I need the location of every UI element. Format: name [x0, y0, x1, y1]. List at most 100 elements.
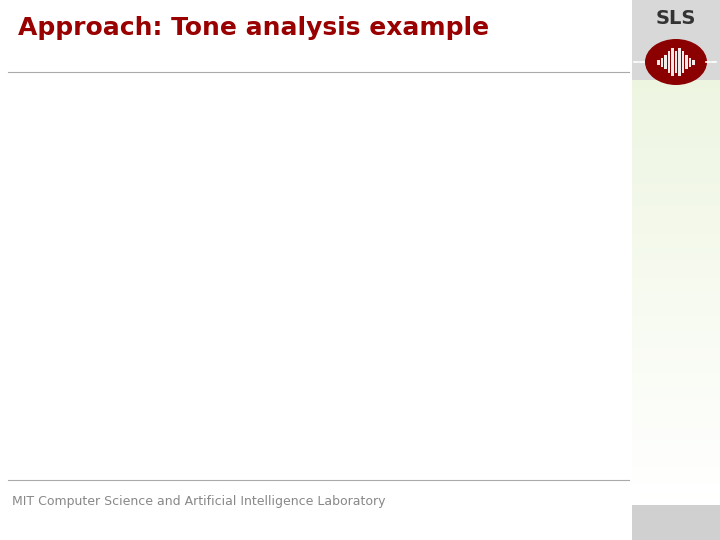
- Bar: [632, 380, 720, 382]
- Bar: [632, 359, 720, 361]
- Bar: [632, 261, 720, 263]
- Bar: [632, 377, 720, 379]
- Bar: [632, 237, 720, 239]
- Bar: [632, 286, 720, 288]
- Bar: [632, 372, 720, 373]
- Bar: [632, 167, 720, 169]
- Bar: [632, 147, 720, 150]
- Bar: [632, 346, 720, 348]
- Bar: [632, 284, 720, 286]
- Bar: [632, 170, 720, 172]
- Bar: [632, 183, 720, 185]
- Bar: [632, 227, 720, 229]
- Bar: [632, 271, 720, 273]
- Bar: [632, 340, 720, 342]
- Bar: [632, 357, 720, 359]
- Bar: [632, 322, 720, 323]
- Bar: [632, 138, 720, 139]
- Bar: [632, 194, 720, 196]
- Bar: [632, 339, 720, 341]
- Bar: [632, 184, 720, 186]
- Bar: [632, 153, 720, 155]
- Bar: [632, 120, 720, 123]
- Bar: [632, 374, 720, 376]
- Bar: [632, 447, 720, 448]
- Bar: [632, 136, 720, 138]
- Bar: [632, 381, 720, 383]
- Bar: [632, 421, 720, 423]
- Bar: [632, 386, 720, 387]
- Bar: [632, 259, 720, 261]
- Bar: [632, 431, 720, 433]
- Bar: [632, 429, 720, 431]
- Bar: [632, 312, 720, 314]
- Bar: [632, 221, 720, 223]
- Bar: [632, 139, 720, 141]
- Bar: [632, 463, 720, 465]
- Bar: [632, 325, 720, 327]
- Bar: [632, 115, 720, 117]
- Bar: [693, 59, 695, 64]
- Bar: [632, 476, 720, 478]
- Bar: [632, 485, 720, 487]
- Bar: [632, 242, 720, 244]
- Bar: [632, 112, 720, 114]
- Bar: [632, 443, 720, 446]
- Bar: [632, 469, 720, 471]
- Bar: [632, 441, 720, 443]
- Text: SLS: SLS: [656, 9, 696, 28]
- Bar: [632, 409, 720, 411]
- Bar: [632, 354, 720, 356]
- Bar: [632, 116, 720, 118]
- Bar: [632, 228, 720, 230]
- Bar: [657, 59, 660, 64]
- Bar: [632, 95, 720, 97]
- Bar: [632, 347, 720, 349]
- Bar: [632, 180, 720, 182]
- Bar: [632, 197, 720, 199]
- Bar: [632, 489, 720, 491]
- Bar: [632, 293, 720, 295]
- Bar: [632, 449, 720, 451]
- Bar: [665, 55, 667, 69]
- Ellipse shape: [645, 39, 707, 85]
- Bar: [632, 102, 720, 104]
- Bar: [632, 500, 720, 502]
- Bar: [632, 200, 720, 202]
- Bar: [632, 146, 720, 148]
- Bar: [632, 466, 720, 468]
- Bar: [632, 150, 720, 152]
- Bar: [632, 373, 720, 375]
- Bar: [632, 248, 720, 250]
- Bar: [632, 318, 720, 320]
- Bar: [632, 245, 720, 247]
- Bar: [632, 91, 720, 93]
- Bar: [632, 367, 720, 369]
- Bar: [632, 330, 720, 332]
- Bar: [632, 279, 720, 281]
- Bar: [632, 315, 720, 316]
- Bar: [632, 191, 720, 193]
- Bar: [632, 428, 720, 430]
- Bar: [632, 208, 720, 211]
- Bar: [632, 413, 720, 414]
- Bar: [632, 106, 720, 109]
- Bar: [632, 244, 720, 246]
- Bar: [632, 327, 720, 329]
- Bar: [632, 435, 720, 437]
- Bar: [632, 276, 720, 278]
- Bar: [632, 158, 720, 159]
- Bar: [632, 289, 720, 291]
- Bar: [632, 173, 720, 175]
- Bar: [632, 108, 720, 110]
- Bar: [632, 201, 720, 203]
- Bar: [632, 503, 720, 505]
- Bar: [632, 235, 720, 237]
- Bar: [632, 395, 720, 397]
- Bar: [632, 258, 720, 260]
- Bar: [632, 481, 720, 482]
- Bar: [632, 459, 720, 461]
- Bar: [632, 188, 720, 191]
- Bar: [0, 0, 632, 540]
- Bar: [632, 240, 720, 241]
